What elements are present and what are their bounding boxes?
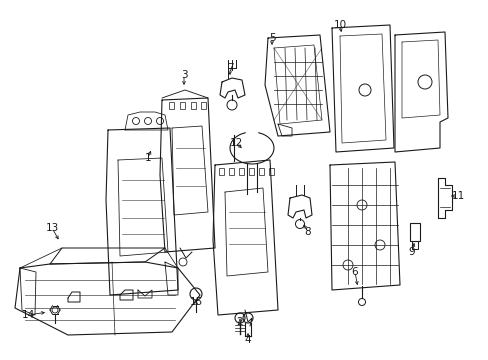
Bar xyxy=(219,168,224,175)
Text: 14: 14 xyxy=(21,310,35,320)
Text: 1: 1 xyxy=(144,153,151,163)
Bar xyxy=(268,168,273,175)
Text: 7: 7 xyxy=(226,63,233,73)
Bar xyxy=(191,102,196,109)
Text: 5: 5 xyxy=(268,33,275,43)
Text: 2: 2 xyxy=(236,317,243,327)
Text: 10: 10 xyxy=(333,20,346,30)
Text: 8: 8 xyxy=(304,227,311,237)
Text: 3: 3 xyxy=(181,70,187,80)
Bar xyxy=(259,168,264,175)
Text: 6: 6 xyxy=(351,267,358,277)
Bar xyxy=(239,168,244,175)
Text: 9: 9 xyxy=(408,247,414,257)
Bar xyxy=(169,102,174,109)
Bar xyxy=(201,102,205,109)
Bar xyxy=(228,168,234,175)
Text: 15: 15 xyxy=(189,297,202,307)
Bar xyxy=(180,102,184,109)
Text: 13: 13 xyxy=(45,223,59,233)
Bar xyxy=(409,223,419,241)
Bar xyxy=(411,241,417,249)
Text: 12: 12 xyxy=(229,138,242,148)
Bar xyxy=(248,168,253,175)
Text: 11: 11 xyxy=(450,191,464,201)
Text: 4: 4 xyxy=(244,335,251,345)
